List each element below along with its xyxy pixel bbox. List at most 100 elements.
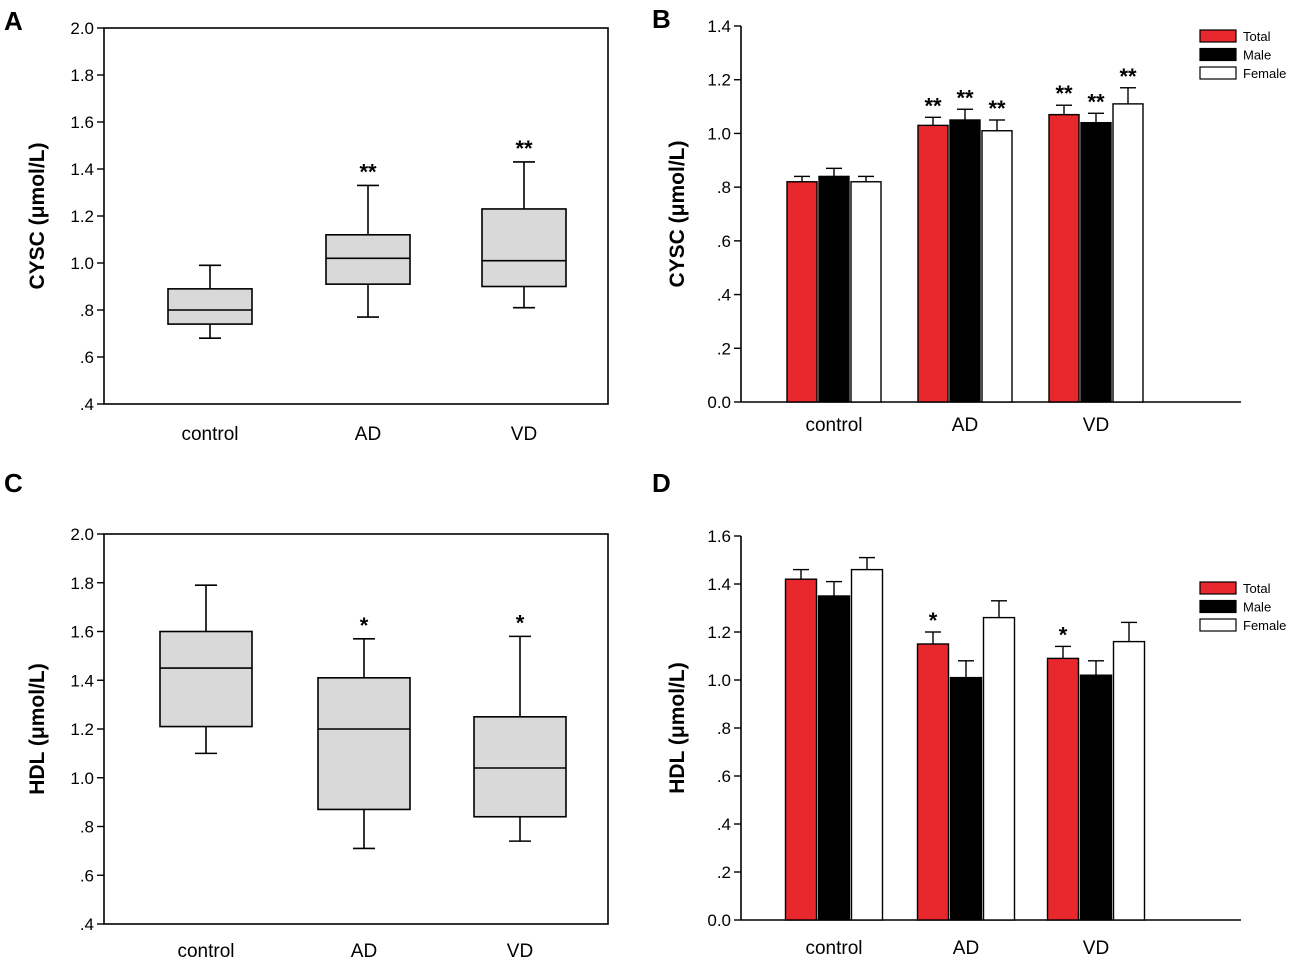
y-tick-label: .6 <box>717 767 731 786</box>
y-tick-label: .8 <box>80 301 94 320</box>
bar-female <box>850 181 882 403</box>
y-tick-label: .6 <box>80 866 94 885</box>
legend-label: Female <box>1243 618 1286 633</box>
y-axis-title: HDL (μmol/L) <box>26 663 49 794</box>
y-tick-label: 1.4 <box>707 17 731 36</box>
x-category-label: VD <box>507 941 533 962</box>
bar-female <box>1112 640 1146 921</box>
y-tick-label: .4 <box>717 815 731 834</box>
y-tick-label: .4 <box>80 395 94 414</box>
significance-marker: ** <box>1087 89 1105 114</box>
legend: Total Male Female <box>1199 581 1286 633</box>
x-category-label: control <box>805 938 862 959</box>
x-category-label: VD <box>511 424 537 445</box>
box-vd: * <box>473 610 567 842</box>
bar-group-ad: ** ** ** <box>917 85 1013 403</box>
y-axis-title: CYSC (μmol/L) <box>666 140 689 287</box>
y-tick-label: .8 <box>717 178 731 197</box>
y-tick-label: .2 <box>717 863 731 882</box>
x-category-label: AD <box>351 941 377 962</box>
y-tick-label: 1.2 <box>70 720 94 739</box>
x-category-label: VD <box>1083 415 1109 436</box>
box-iqr <box>325 234 411 285</box>
significance-marker: ** <box>1119 64 1137 89</box>
panel-letter: D <box>652 468 671 498</box>
legend-label: Total <box>1243 581 1271 596</box>
box-ad: ** <box>325 159 411 318</box>
legend-swatch-female <box>1199 66 1237 80</box>
x-category-label: control <box>177 941 234 962</box>
panel-a: A CYSC (μmol/L) .4 .6 .8 1.0 1.2 1.4 1.6 1.8 2.0 co… <box>4 6 609 445</box>
panel-d: D HDL (μmol/L) 0.0 .2 .4 .6 .8 1.0 1.2 1.4 1.6 cont… <box>652 468 1286 959</box>
y-tick-label: 1.0 <box>707 124 731 143</box>
bar-female <box>981 130 1013 403</box>
box-iqr <box>317 677 411 811</box>
x-category-label: AD <box>952 415 978 436</box>
box-iqr <box>159 630 253 728</box>
panel-letter: C <box>4 468 23 498</box>
box-iqr <box>167 288 253 325</box>
box-iqr <box>473 716 567 818</box>
bar-male <box>817 595 851 921</box>
y-tick-label: 1.2 <box>70 207 94 226</box>
legend-label: Male <box>1243 600 1271 615</box>
bar-male <box>1079 674 1113 921</box>
x-category-label: AD <box>355 424 381 445</box>
bar-male <box>949 119 981 403</box>
bar-female <box>982 616 1016 921</box>
y-tick-label: 2.0 <box>70 525 94 544</box>
legend-label: Male <box>1243 48 1271 63</box>
y-tick-label: .8 <box>80 818 94 837</box>
significance-marker: * <box>516 610 525 635</box>
y-axis-title: CYSC (μmol/L) <box>26 142 49 289</box>
y-tick-label: .4 <box>717 286 731 305</box>
y-axis-title: HDL (μmol/L) <box>666 662 689 793</box>
bar-group-vd: * <box>1046 621 1146 921</box>
y-tick-label: 1.2 <box>707 71 731 90</box>
box-control <box>167 264 253 340</box>
y-tick-label: 1.6 <box>70 623 94 642</box>
x-category-label: control <box>181 424 238 445</box>
y-tick-label: .6 <box>717 232 731 251</box>
y-tick-label: 0.0 <box>707 393 731 412</box>
bar-male <box>818 175 850 403</box>
bar-total <box>1048 113 1080 403</box>
bar-total <box>916 643 950 921</box>
y-tick-label: 1.6 <box>70 113 94 132</box>
legend-swatch-male <box>1199 599 1237 614</box>
y-tick-label: 1.0 <box>707 671 731 690</box>
box-ad: * <box>317 613 411 850</box>
y-tick-label: 1.8 <box>70 574 94 593</box>
significance-marker: ** <box>956 85 974 110</box>
panel-c: C HDL (μmol/L) .4 .6 .8 1.0 1.2 1.4 1.6 1.8 2.0 con… <box>4 468 609 962</box>
bar-female <box>850 568 884 921</box>
y-tick-label: .2 <box>717 339 731 358</box>
bar-male <box>949 676 983 921</box>
y-tick-label: 1.6 <box>707 527 731 546</box>
bar-total <box>1046 657 1080 921</box>
x-category-label: control <box>805 415 862 436</box>
bar-group-control <box>786 167 882 403</box>
significance-marker: * <box>929 608 938 633</box>
bar-group-vd: ** ** ** <box>1048 64 1144 403</box>
y-tick-label: 1.8 <box>70 66 94 85</box>
legend-swatch-female <box>1199 618 1237 632</box>
y-tick-label: 1.0 <box>70 769 94 788</box>
significance-marker: * <box>360 613 369 638</box>
bar-male <box>1080 121 1112 403</box>
x-category-label: VD <box>1083 938 1109 959</box>
panel-b: B CYSC (μmol/L) 0.0 .2 .4 .6 .8 1.0 1.2 1.4 contro… <box>652 4 1286 436</box>
bar-female <box>1112 103 1144 403</box>
bar-total <box>784 578 818 921</box>
panel-letter: B <box>652 4 671 34</box>
bar-group-ad: * <box>916 600 1016 921</box>
y-tick-label: 2.0 <box>70 19 94 38</box>
y-tick-label: 1.4 <box>70 160 94 179</box>
legend-swatch-total <box>1199 29 1237 43</box>
y-tick-label: 1.4 <box>70 671 94 690</box>
y-tick-label: .6 <box>80 348 94 367</box>
bar-group-control <box>784 556 884 921</box>
significance-marker: ** <box>515 136 533 161</box>
y-tick-label: .4 <box>80 915 94 934</box>
